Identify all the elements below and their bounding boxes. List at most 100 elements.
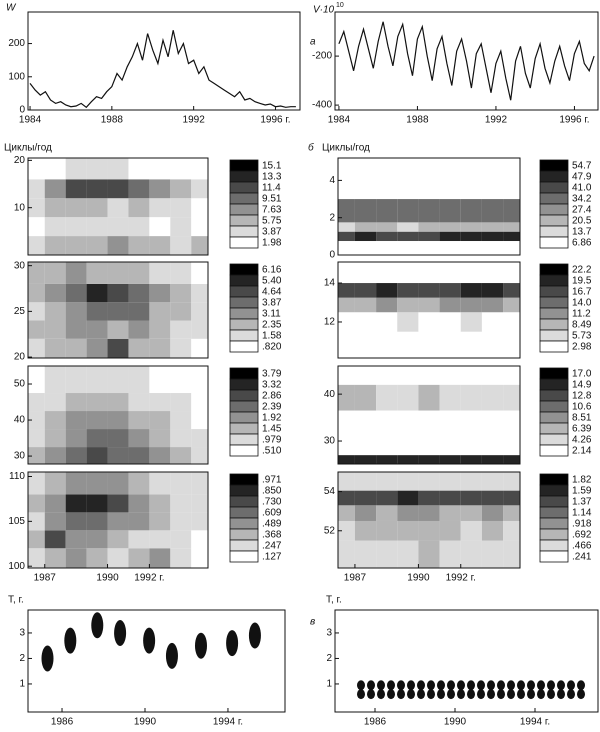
- colorbar-box: [539, 367, 569, 380]
- colorbar-label: 2.35: [262, 320, 282, 331]
- plot-frame: [337, 365, 521, 465]
- colorbar-box: [229, 473, 259, 486]
- x-tick-label: 1996 г.: [260, 115, 290, 126]
- heatmap-cell: [397, 540, 419, 568]
- heatmap-cell: [376, 297, 398, 313]
- heatmap-cell: [107, 217, 129, 237]
- heatmap-cell: [439, 472, 461, 491]
- heatmap-cell: [376, 384, 398, 411]
- heatmap-cell: [460, 366, 482, 385]
- heatmap-cell: [481, 222, 504, 232]
- colorbar-label: 5.75: [262, 216, 282, 227]
- heatmap-cell: [397, 241, 419, 255]
- heatmap-cell: [128, 447, 150, 464]
- heatmap-cell: [170, 262, 192, 284]
- heatmap-cell: [191, 548, 208, 568]
- heatmap-cell: [418, 158, 440, 200]
- heatmap-cell: [418, 384, 440, 411]
- heatmap-cell: [481, 297, 504, 313]
- colorbar-box: [229, 517, 259, 530]
- colorbar-label: .979: [262, 435, 282, 446]
- y-tick-label: 2: [326, 653, 332, 664]
- heatmap-cell: [191, 198, 208, 218]
- x-tick-label: 1994 г.: [520, 717, 550, 728]
- heatmap-cell: [44, 530, 66, 549]
- heatmap-cell: [191, 338, 208, 358]
- heatmap-cell: [376, 455, 398, 464]
- colorbar-box: [539, 236, 569, 249]
- x-tick-label: 1996 г.: [559, 115, 589, 126]
- heatmap-cell: [354, 410, 377, 439]
- heatmap-cell: [149, 429, 171, 448]
- heatmap-cell: [149, 411, 171, 430]
- heatmap-cell: [107, 320, 129, 339]
- heatmap-cell: [191, 158, 208, 180]
- blob: [437, 689, 445, 700]
- heatmap-cell: [107, 429, 129, 448]
- heatmap-cell: [86, 320, 108, 339]
- heatmap-cell: [439, 520, 461, 541]
- heatmap-cell: [65, 158, 87, 180]
- colorbar-box: [539, 159, 569, 172]
- heatmap-cell: [397, 384, 419, 411]
- heatmap-cell: [128, 198, 150, 218]
- plot-frame: [334, 609, 599, 713]
- heatmap-cell: [149, 548, 171, 568]
- heatmap-cell: [376, 312, 398, 332]
- blob: [427, 680, 435, 691]
- colorbar-label: 2.14: [572, 446, 592, 457]
- heatmap-cell: [376, 331, 398, 358]
- heatmap-cell: [460, 222, 482, 232]
- heatmap-cell: [354, 262, 377, 284]
- heatmap-cell: [460, 283, 482, 298]
- colorbar-box: [229, 367, 259, 380]
- heatmap-cell: [44, 429, 66, 448]
- y-tick-label: 3: [19, 628, 25, 639]
- heatmap-cell: [128, 429, 150, 448]
- colorbar-label: 19.5: [572, 276, 592, 287]
- heatmap-cell: [149, 472, 171, 495]
- heatmap-cell: [128, 262, 150, 284]
- heatmap-cell: [86, 494, 108, 513]
- heatmap-cell: [397, 472, 419, 491]
- colorbar-box: [539, 307, 569, 320]
- heatmap-cell: [44, 472, 66, 495]
- heatmap-cell: [376, 410, 398, 439]
- heatmap-cell: [338, 472, 355, 491]
- heatmap-cell: [481, 455, 504, 464]
- heatmap-cell: [460, 455, 482, 464]
- colorbar-box: [229, 550, 259, 563]
- colorbar-label: .971: [262, 475, 282, 486]
- heatmap-cell: [191, 366, 208, 394]
- heatmap-cell: [149, 338, 171, 358]
- heatmap-cell: [170, 429, 192, 448]
- colorbar-box: [539, 296, 569, 309]
- blob: [397, 680, 405, 691]
- heatmap-cell: [44, 366, 66, 394]
- colorbar-box: [229, 400, 259, 413]
- blob: [487, 680, 495, 691]
- x-tick-label: 1994 г.: [213, 717, 243, 728]
- blob: [577, 689, 585, 700]
- heatmap-cell: [376, 490, 398, 506]
- y-tick-label: 52: [324, 525, 336, 536]
- heatmap-cell: [191, 512, 208, 531]
- heatmap-cell: [170, 179, 192, 199]
- heatmap-cell: [191, 262, 208, 284]
- colorbar-box: [539, 329, 569, 342]
- heatmap-cell: [107, 198, 129, 218]
- heatmap-cell: [149, 262, 171, 284]
- heatmap-cell: [65, 393, 87, 412]
- colorbar-box: [539, 517, 569, 530]
- x-tick-label: 1992: [485, 115, 508, 126]
- blob: [507, 689, 515, 700]
- y-tick-label: 0: [19, 105, 25, 116]
- heatmap-cell: [481, 312, 504, 332]
- heatmap-cell: [338, 520, 355, 541]
- colorbar-box: [229, 307, 259, 320]
- heatmap-cell: [28, 302, 45, 321]
- y-tick-label: 30: [14, 260, 26, 271]
- heatmap-cell: [86, 236, 108, 255]
- colorbar-label: 22.2: [572, 265, 592, 276]
